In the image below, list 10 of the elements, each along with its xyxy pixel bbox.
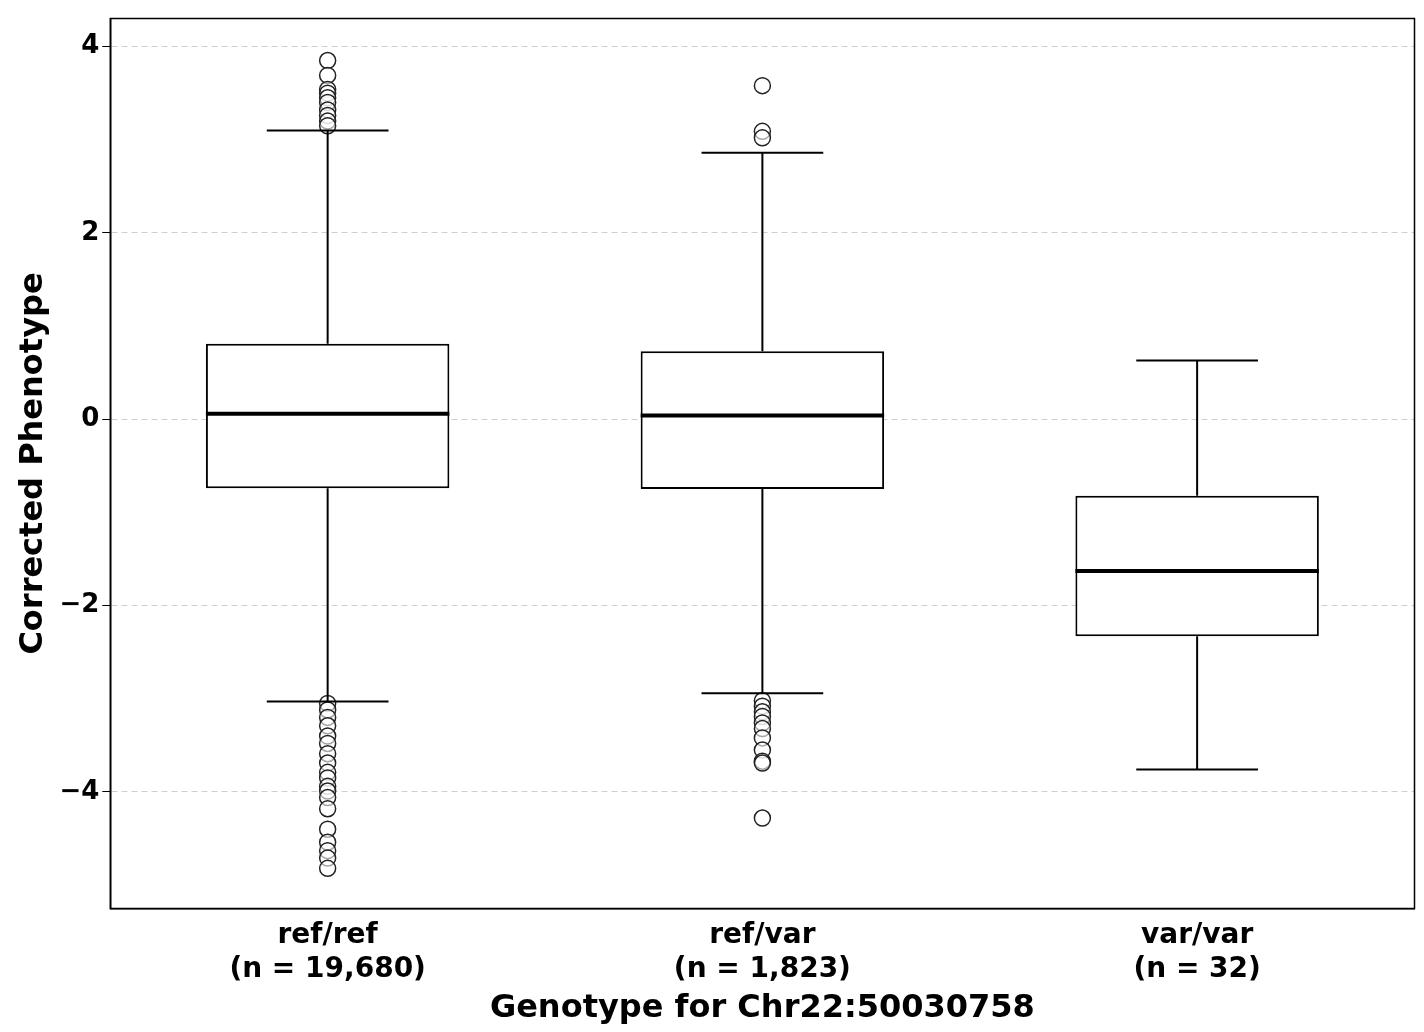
x-axis-title: Genotype for Chr22:50030758 — [489, 987, 1035, 1026]
y-tick-label: 0 — [81, 401, 100, 432]
y-axis-title: Corrected Phenotype — [11, 272, 50, 655]
y-tick-label: 2 — [81, 215, 100, 246]
x-tick-label: var/var (n = 32) — [1133, 917, 1261, 985]
y-tick-label: −4 — [59, 774, 100, 805]
y-tick-label: 4 — [81, 29, 100, 60]
x-tick-label: ref/var (n = 1,823) — [673, 917, 851, 985]
x-tick-label: ref/ref (n = 19,680) — [229, 917, 426, 985]
y-tick-label: −2 — [59, 588, 100, 619]
